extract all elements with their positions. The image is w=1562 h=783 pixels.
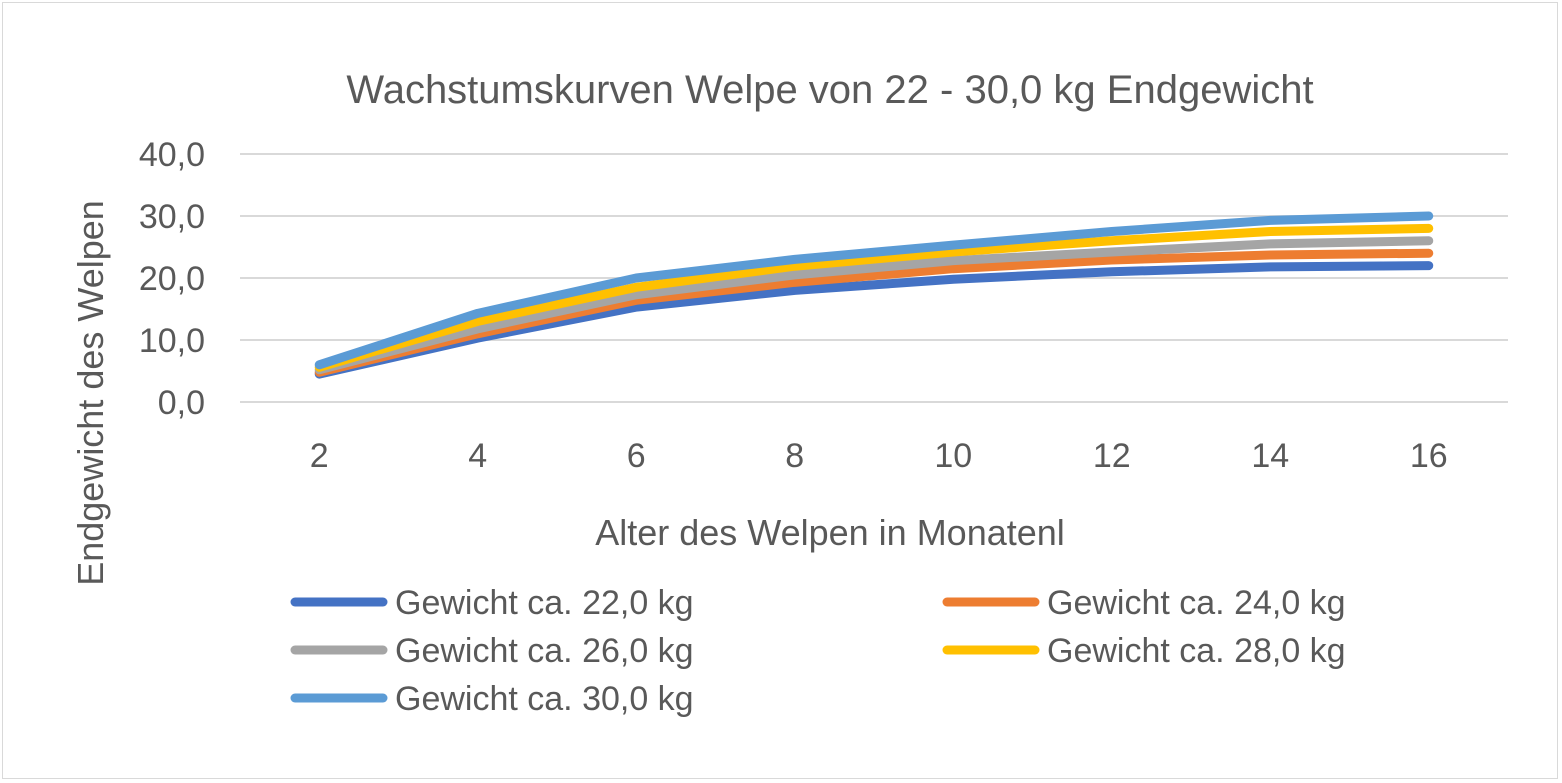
x-axis-tick-labels: 2 4 6 8 10 12 14 16 bbox=[310, 437, 1448, 475]
series-line-5 bbox=[314, 211, 1434, 370]
x-tick-label: 16 bbox=[1410, 437, 1448, 475]
y-tick-label: 20,0 bbox=[139, 260, 205, 298]
y-axis-tick-labels: 0,0 10,0 20,0 30,0 40,0 bbox=[139, 136, 205, 422]
legend-label: Gewicht ca. 30,0 kg bbox=[395, 680, 694, 718]
series-line-3 bbox=[314, 236, 1434, 375]
y-tick-label: 10,0 bbox=[139, 322, 205, 360]
y-axis-title: Endgewicht des Welpen bbox=[70, 200, 111, 586]
legend-label: Gewicht ca. 22,0 kg bbox=[395, 584, 694, 622]
x-tick-label: 12 bbox=[1093, 437, 1131, 475]
x-tick-label: 4 bbox=[468, 437, 487, 475]
series-lines bbox=[314, 211, 1434, 379]
x-tick-label: 6 bbox=[627, 437, 646, 475]
x-tick-label: 8 bbox=[785, 437, 804, 475]
legend-label: Gewicht ca. 24,0 kg bbox=[1047, 584, 1346, 622]
legend: Gewicht ca. 22,0 kg Gewicht ca. 24,0 kg Ge… bbox=[290, 584, 1346, 718]
x-tick-label: 2 bbox=[310, 437, 329, 475]
x-tick-label: 10 bbox=[934, 437, 972, 475]
y-tick-label: 40,0 bbox=[139, 136, 205, 174]
y-tick-label: 0,0 bbox=[158, 384, 205, 422]
series-line-1 bbox=[314, 261, 1434, 379]
x-axis-title: Alter des Welpen in Monatenl bbox=[595, 512, 1065, 553]
x-tick-label: 14 bbox=[1251, 437, 1289, 475]
series-line-4 bbox=[314, 223, 1434, 372]
y-tick-label: 30,0 bbox=[139, 198, 205, 236]
legend-label: Gewicht ca. 28,0 kg bbox=[1047, 632, 1346, 670]
chart-title: Wachstumskurven Welpe von 22 - 30,0 kg E… bbox=[346, 68, 1313, 112]
series-line-2 bbox=[314, 248, 1434, 377]
legend-label: Gewicht ca. 26,0 kg bbox=[395, 632, 694, 670]
